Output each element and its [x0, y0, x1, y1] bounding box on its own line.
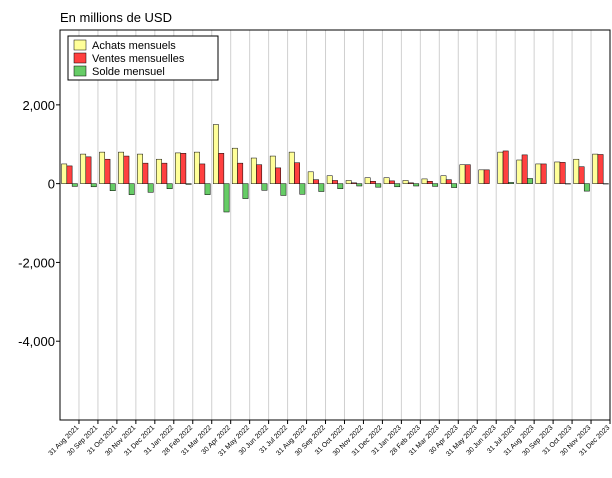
- legend-swatch: [73, 65, 87, 77]
- y-tick-label: -4,000: [18, 334, 55, 349]
- bar: [185, 183, 192, 185]
- y-tick-label: -2,000: [18, 255, 55, 270]
- bar: [497, 151, 504, 184]
- bar: [578, 166, 585, 184]
- bar: [370, 181, 376, 184]
- legend-swatch: [73, 39, 87, 51]
- bar: [231, 147, 238, 184]
- bar: [559, 162, 566, 184]
- bar: [540, 163, 547, 184]
- bar: [85, 156, 92, 184]
- bar: [90, 183, 97, 188]
- bar: [483, 169, 490, 184]
- bar: [535, 163, 542, 184]
- bar: [212, 124, 219, 184]
- bar: [218, 153, 225, 184]
- bar: [318, 183, 325, 192]
- bar: [256, 164, 263, 184]
- bar: [459, 164, 466, 184]
- legend-label: Solde mensuel: [92, 66, 165, 78]
- bar: [554, 161, 561, 184]
- bar: [440, 175, 447, 184]
- bar: [527, 178, 533, 184]
- bar: [402, 180, 409, 184]
- bar: [118, 151, 124, 184]
- bar: [502, 150, 509, 184]
- bar: [269, 155, 276, 184]
- bar: [175, 152, 181, 184]
- chart-title: En millions de USD: [60, 10, 172, 25]
- bar: [464, 164, 471, 184]
- legend-label: Achats mensuels: [92, 40, 176, 52]
- bar: [432, 183, 439, 187]
- bar: [356, 183, 363, 187]
- y-tick-label: 0: [48, 177, 55, 192]
- bar: [388, 180, 395, 184]
- bar: [147, 183, 154, 193]
- bar: [508, 182, 514, 184]
- bar: [237, 162, 244, 184]
- bar: [451, 183, 458, 188]
- bar: [204, 183, 211, 195]
- bar: [71, 183, 78, 187]
- bar: [445, 179, 452, 184]
- bar: [242, 183, 249, 199]
- bar: [421, 178, 428, 184]
- bar: [80, 153, 87, 184]
- bar: [66, 165, 73, 184]
- bar: [332, 180, 338, 184]
- bar: [521, 154, 528, 184]
- bar: [413, 183, 420, 187]
- bar: [261, 183, 268, 191]
- bar: [394, 183, 401, 188]
- legend-box: [67, 35, 219, 81]
- bar: [142, 162, 149, 184]
- bar: [194, 151, 200, 184]
- bar: [299, 183, 306, 195]
- bar: [573, 158, 580, 184]
- y-tick-label: 2,000: [22, 98, 55, 113]
- bar: [597, 154, 604, 184]
- bar: [61, 163, 68, 184]
- plot-frame: [59, 29, 611, 421]
- bar: [199, 163, 206, 184]
- legend-label: Ventes mensuelles: [92, 53, 185, 65]
- bar: [375, 183, 382, 188]
- bar: [592, 153, 599, 184]
- bar: [104, 158, 111, 184]
- bar: [351, 182, 357, 184]
- bar: [280, 183, 287, 196]
- bar: [478, 169, 485, 184]
- bar: [128, 183, 135, 195]
- bar: [109, 183, 116, 191]
- bar: [345, 180, 352, 184]
- bar: [275, 167, 282, 184]
- bar: [137, 153, 143, 184]
- bar: [326, 175, 333, 184]
- bar: [156, 158, 162, 184]
- bar: [166, 183, 173, 190]
- bar: [364, 177, 371, 184]
- bar: [180, 153, 187, 184]
- bar: [516, 159, 523, 184]
- bar: [426, 181, 433, 184]
- bar: [223, 183, 230, 213]
- legend-swatch: [73, 52, 87, 64]
- bar: [288, 151, 295, 184]
- bar: [383, 177, 390, 184]
- bar: [407, 182, 414, 184]
- bar: [123, 155, 130, 184]
- bar: [313, 179, 319, 184]
- bar: [583, 183, 590, 192]
- bar: [294, 162, 300, 184]
- bar: [307, 171, 314, 184]
- bar: [99, 151, 106, 184]
- bar: [250, 157, 257, 184]
- bar: [161, 162, 168, 184]
- bar: [337, 183, 344, 190]
